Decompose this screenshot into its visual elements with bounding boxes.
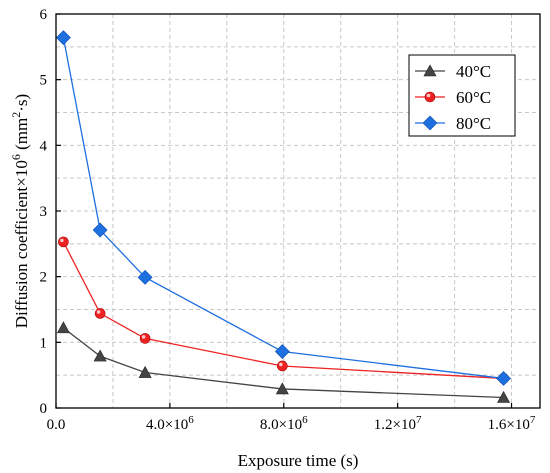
data-point: [55, 30, 71, 46]
x-tick-label: 1.2×107: [374, 414, 422, 433]
series-layer: [55, 30, 511, 403]
series-40Cc: [56, 321, 511, 403]
legend-label: 60°C: [456, 88, 491, 107]
data-point-highlight: [96, 310, 101, 314]
x-tick-label: 8.0×106: [260, 414, 308, 433]
data-point: [92, 222, 108, 238]
data-point: [56, 321, 70, 334]
x-axis-title: Exposure time (s): [238, 451, 359, 470]
data-point: [139, 333, 151, 344]
y-tick-label: 2: [40, 270, 48, 286]
data-point-highlight: [60, 238, 64, 243]
data-point: [496, 371, 511, 386]
legend-entry: 80°C: [415, 114, 491, 133]
axis-ticks: [55, 13, 513, 409]
y-tick-label: 3: [40, 204, 48, 220]
legend-entry: 60°C: [415, 88, 491, 107]
data-point: [93, 349, 107, 362]
y-tick-label: 1: [40, 335, 48, 351]
data-point: [94, 308, 106, 319]
y-tick-label: 6: [40, 7, 48, 23]
data-point: [137, 269, 153, 285]
data-point: [275, 382, 289, 395]
data-point-highlight: [141, 335, 146, 339]
data-point: [138, 365, 152, 378]
x-tick-label: 0.0: [47, 417, 66, 433]
legend-swatch-marker: [422, 115, 438, 131]
x-tick-label: 4.0×106: [146, 414, 194, 433]
legend-label: 40°C: [456, 62, 491, 81]
legend-swatch-marker: [424, 91, 436, 103]
x-tick-label: 1.6×107: [488, 414, 536, 433]
series-80Cc: [55, 30, 511, 386]
legend: 40°C 60°C 80°C: [408, 54, 516, 137]
data-point-highlight: [279, 362, 283, 367]
data-point: [58, 236, 69, 248]
legend-label: 80°C: [456, 114, 491, 133]
x-tick-labels: 0.0 4.0×106 8.0×106 1.2×107 1.6×107: [47, 414, 536, 433]
data-point: [277, 360, 288, 372]
legend-swatch-marker: [423, 64, 437, 77]
legend-entry: 40°C: [415, 62, 491, 81]
legend-swatch-marker-highlight: [426, 93, 431, 98]
y-tick-label: 0: [40, 401, 48, 417]
y-tick-label: 5: [40, 73, 48, 89]
y-axis-title: Diffusion coefficient×106 (mm2·s): [9, 94, 31, 328]
grid: [56, 14, 540, 408]
data-point: [497, 390, 511, 403]
data-point: [274, 344, 290, 359]
y-tick-labels: 0 1 2 3 4 5 6: [40, 7, 48, 417]
y-tick-label: 4: [40, 138, 48, 154]
